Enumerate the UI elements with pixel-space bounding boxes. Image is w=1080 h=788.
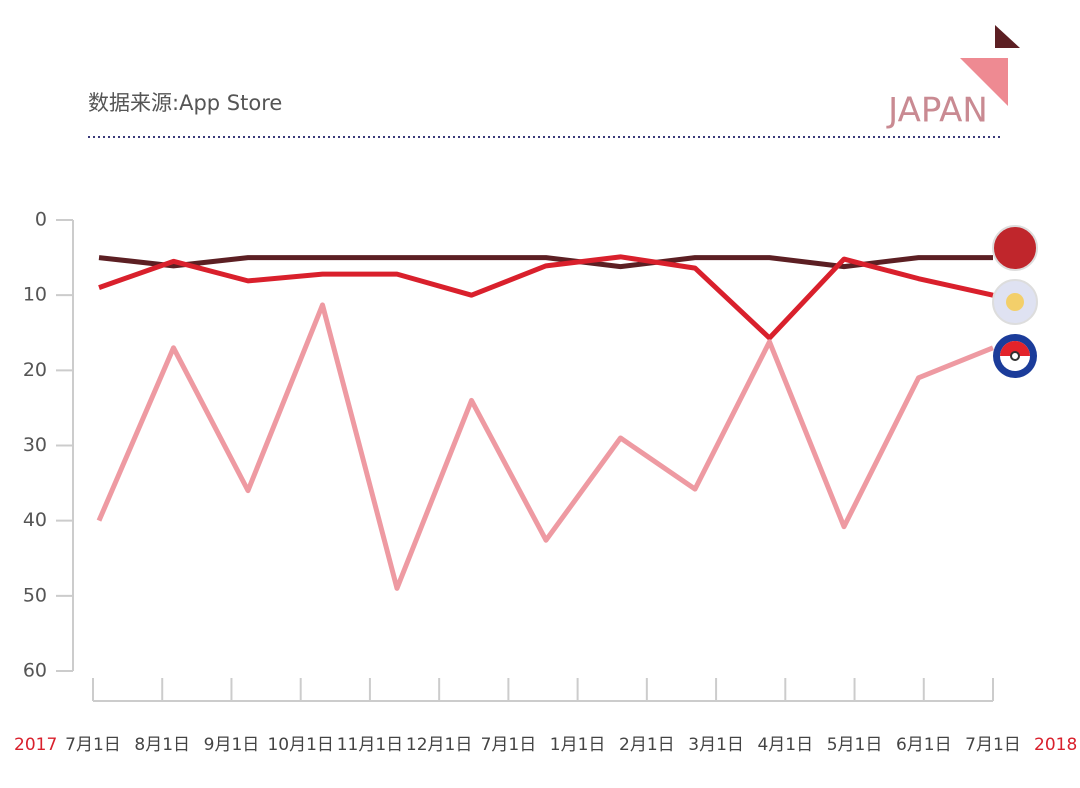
end-year: 2018 xyxy=(1034,735,1077,755)
x-tick-label: 6月1日 xyxy=(896,735,952,755)
x-tick-label: 11月1日 xyxy=(337,735,403,755)
x-tick-label: 7月1日 xyxy=(65,735,121,755)
x-tick-label: 8月1日 xyxy=(134,735,190,755)
y-tick-label: 20 xyxy=(23,359,47,381)
source: 数据来源:App Store xyxy=(88,91,282,115)
logo-triangle xyxy=(960,58,1008,106)
x-tick-label: 7月1日 xyxy=(481,735,537,755)
series-line xyxy=(98,255,993,270)
region: JAPAN xyxy=(886,91,988,131)
icon xyxy=(1010,351,1020,361)
x-tick-label: 12月1日 xyxy=(406,735,472,755)
y-tick-label: 30 xyxy=(23,434,47,456)
y-tick-label: 50 xyxy=(23,584,47,606)
icon xyxy=(1000,341,1030,356)
x-tick-label: 7月1日 xyxy=(965,735,1021,755)
y-tick-label: 0 xyxy=(35,209,47,231)
x-tick-label: 5月1日 xyxy=(827,735,883,755)
logo-triangle xyxy=(995,25,1020,48)
x-tick-label: 10月1日 xyxy=(267,735,333,755)
app-icons xyxy=(992,225,1038,378)
series-line xyxy=(98,254,994,341)
y-tick-label: 60 xyxy=(23,660,47,682)
icon xyxy=(1006,293,1024,311)
x-tick-label: 9月1日 xyxy=(204,735,260,755)
icon xyxy=(992,225,1038,271)
y-tick-label: 10 xyxy=(23,284,47,306)
series-line xyxy=(96,302,994,591)
x-tick-label: 4月1日 xyxy=(757,735,813,755)
x-tick-label: 1月1日 xyxy=(550,735,606,755)
x-tick-label: 3月1日 xyxy=(688,735,744,755)
x-tick-label: 2月1日 xyxy=(619,735,675,755)
start-year: 2017 xyxy=(14,735,57,755)
y-tick-label: 40 xyxy=(23,509,47,531)
